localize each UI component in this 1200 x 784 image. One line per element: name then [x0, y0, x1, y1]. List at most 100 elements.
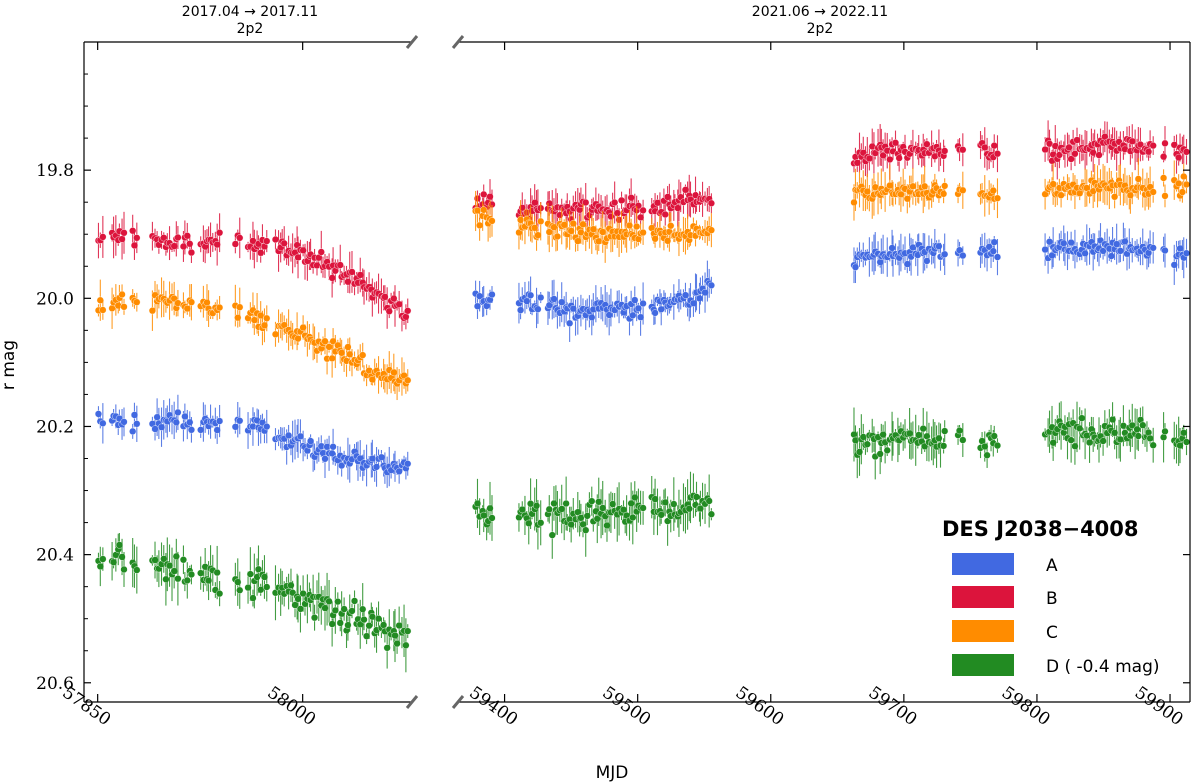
- point-b: [895, 154, 903, 162]
- point-c: [250, 316, 258, 324]
- point-c: [531, 224, 539, 232]
- point-d: [260, 573, 269, 581]
- point-d: [488, 514, 496, 522]
- point-a: [197, 426, 205, 434]
- point-b: [231, 240, 239, 248]
- point-c: [263, 314, 271, 322]
- legend-swatch-b: [952, 586, 1014, 608]
- point-d: [334, 598, 342, 606]
- legend-label-c: C: [1046, 623, 1058, 643]
- point-a: [296, 432, 305, 440]
- point-d: [296, 605, 305, 613]
- point-d: [518, 505, 526, 514]
- series-d: [94, 401, 1191, 673]
- point-a: [707, 281, 715, 289]
- point-c: [328, 354, 336, 362]
- point-d: [651, 495, 659, 503]
- point-c: [959, 186, 967, 194]
- point-a: [588, 313, 596, 321]
- point-d: [906, 429, 914, 438]
- point-b: [328, 274, 336, 282]
- point-a: [990, 238, 998, 246]
- point-b: [280, 239, 288, 247]
- legend-label-a: A: [1046, 556, 1058, 576]
- point-a: [306, 437, 315, 445]
- point-b: [236, 234, 244, 242]
- point-d: [670, 500, 678, 508]
- point-d: [532, 502, 541, 510]
- point-d: [588, 497, 596, 505]
- point-d: [325, 597, 333, 605]
- point-b: [653, 199, 662, 207]
- point-c: [534, 231, 542, 239]
- point-a: [1060, 239, 1068, 247]
- point-b: [344, 278, 352, 286]
- point-d: [1180, 429, 1188, 437]
- point-a: [329, 443, 337, 451]
- right-period-label: 2021.06 → 2022.11: [752, 4, 888, 20]
- point-a: [395, 467, 403, 476]
- point-b: [294, 253, 302, 261]
- point-d: [120, 565, 128, 574]
- point-d: [183, 576, 191, 585]
- point-a: [537, 293, 545, 302]
- point-d: [990, 432, 998, 440]
- point-c: [939, 190, 948, 198]
- point-b: [990, 142, 998, 150]
- series-c: [94, 158, 1191, 401]
- point-d: [915, 431, 923, 439]
- point-a: [639, 299, 647, 308]
- legend: DES J2038−4008 A B C D ( -0.4 mag): [942, 517, 1160, 677]
- point-d: [1133, 425, 1141, 433]
- x-axis-label: MJD: [596, 763, 629, 783]
- point-d: [545, 505, 553, 513]
- data-points: [94, 120, 1191, 673]
- point-d: [1176, 441, 1184, 450]
- point-d: [707, 510, 715, 518]
- point-a: [558, 298, 566, 306]
- point-d: [657, 511, 665, 519]
- axis-break-mark: [451, 695, 465, 709]
- point-b: [183, 232, 191, 240]
- point-c: [574, 237, 582, 245]
- point-a: [213, 426, 221, 434]
- point-a: [1107, 252, 1115, 260]
- point-a: [172, 418, 180, 426]
- point-d: [851, 436, 860, 444]
- y-tick-label: 19.8: [36, 161, 74, 181]
- point-b: [215, 229, 224, 237]
- point-c: [294, 335, 302, 343]
- point-c: [260, 321, 269, 329]
- point-c: [271, 330, 280, 338]
- point-c: [909, 182, 917, 190]
- point-c: [599, 228, 607, 236]
- point-b: [1073, 136, 1081, 144]
- point-a: [1081, 249, 1089, 257]
- point-d: [562, 499, 570, 508]
- point-c: [664, 237, 672, 245]
- point-c: [941, 182, 949, 190]
- point-b: [385, 307, 393, 315]
- point-a: [338, 461, 346, 470]
- point-b: [179, 242, 188, 251]
- point-b: [1149, 141, 1157, 150]
- point-d: [162, 575, 170, 583]
- point-b: [186, 240, 194, 248]
- point-c: [1175, 179, 1183, 188]
- point-a: [231, 423, 239, 431]
- point-d: [1099, 437, 1107, 445]
- point-b: [381, 293, 389, 301]
- point-d: [935, 434, 943, 442]
- point-b: [120, 229, 128, 237]
- x-tick-label: 59900: [1131, 683, 1187, 730]
- point-a: [695, 294, 704, 303]
- point-b: [1161, 139, 1169, 147]
- point-b: [1144, 148, 1153, 156]
- point-d: [249, 594, 257, 602]
- point-d: [582, 526, 590, 534]
- left-period-sublabel: 2p2: [237, 21, 264, 37]
- point-a: [534, 305, 542, 313]
- point-c: [488, 217, 496, 225]
- point-d: [558, 505, 566, 513]
